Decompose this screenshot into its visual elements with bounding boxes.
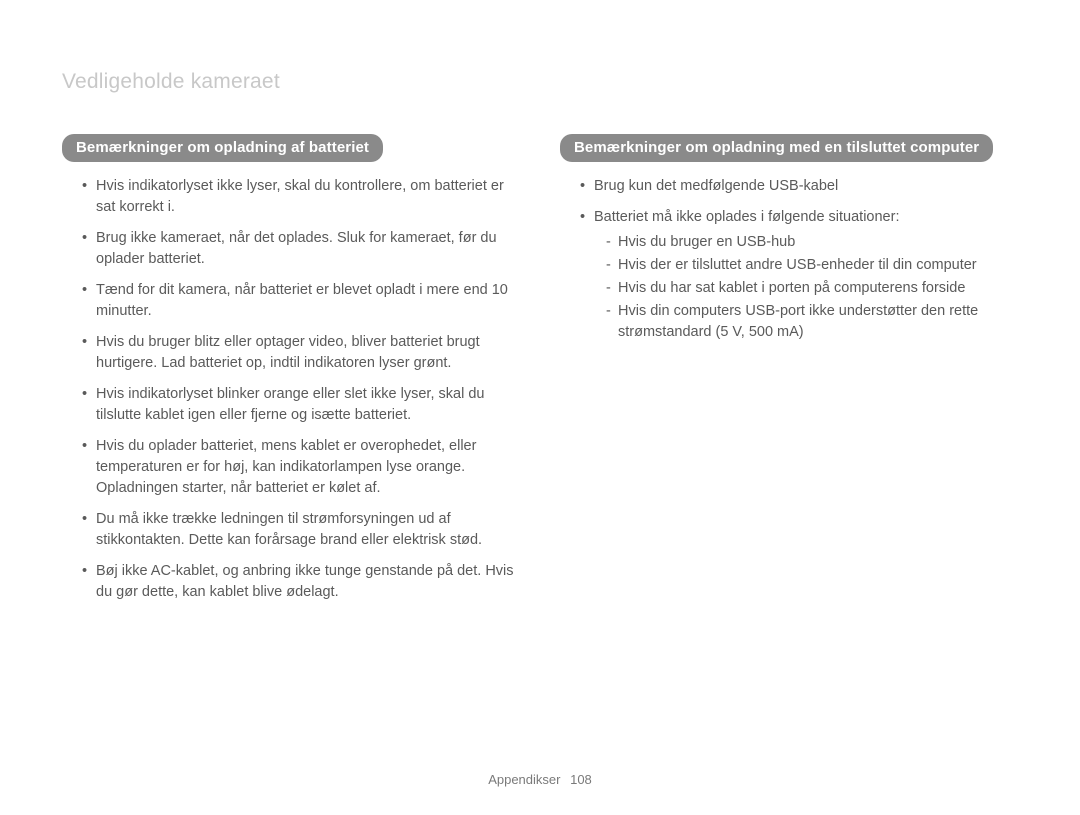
- sub-list-item: Hvis du bruger en USB-hub: [606, 232, 1018, 253]
- list-item: Hvis du oplader batteriet, mens kablet e…: [82, 436, 520, 499]
- list-item: Bøj ikke AC-kablet, og anbring ikke tung…: [82, 561, 520, 603]
- list-item: Du må ikke trække ledningen til strømfor…: [82, 509, 520, 551]
- left-heading: Bemærkninger om opladning af batteriet: [62, 134, 383, 162]
- right-heading: Bemærkninger om opladning med en tilslut…: [560, 134, 993, 162]
- footer-section: Appendikser: [488, 772, 560, 787]
- sub-list-item: Hvis der er tilsluttet andre USB-enheder…: [606, 255, 1018, 276]
- left-column: Bemærkninger om opladning af batteriet H…: [62, 134, 520, 613]
- footer-page-number: 108: [570, 772, 592, 787]
- list-item: Hvis du bruger blitz eller optager video…: [82, 332, 520, 374]
- sub-list: Hvis du bruger en USB-hub Hvis der er ti…: [594, 232, 1018, 343]
- list-item: Brug ikke kameraet, når det oplades. Slu…: [82, 228, 520, 270]
- list-item: Batteriet må ikke oplades i følgende sit…: [580, 207, 1018, 343]
- sub-list-item: Hvis du har sat kablet i porten på compu…: [606, 278, 1018, 299]
- left-list: Hvis indikatorlyset ikke lyser, skal du …: [62, 176, 520, 603]
- list-item: Hvis indikatorlyset ikke lyser, skal du …: [82, 176, 520, 218]
- page-footer: Appendikser 108: [0, 772, 1080, 787]
- right-list: Brug kun det medfølgende USB-kabel Batte…: [560, 176, 1018, 343]
- list-item: Hvis indikatorlyset blinker orange eller…: [82, 384, 520, 426]
- content-columns: Bemærkninger om opladning af batteriet H…: [62, 134, 1018, 613]
- list-item: Brug kun det medfølgende USB-kabel: [580, 176, 1018, 197]
- page-title: Vedligeholde kameraet: [62, 70, 1018, 94]
- list-item: Tænd for dit kamera, når batteriet er bl…: [82, 280, 520, 322]
- sub-list-item: Hvis din computers USB-port ikke underst…: [606, 301, 1018, 343]
- right-column: Bemærkninger om opladning med en tilslut…: [560, 134, 1018, 613]
- list-item-text: Batteriet må ikke oplades i følgende sit…: [594, 209, 899, 225]
